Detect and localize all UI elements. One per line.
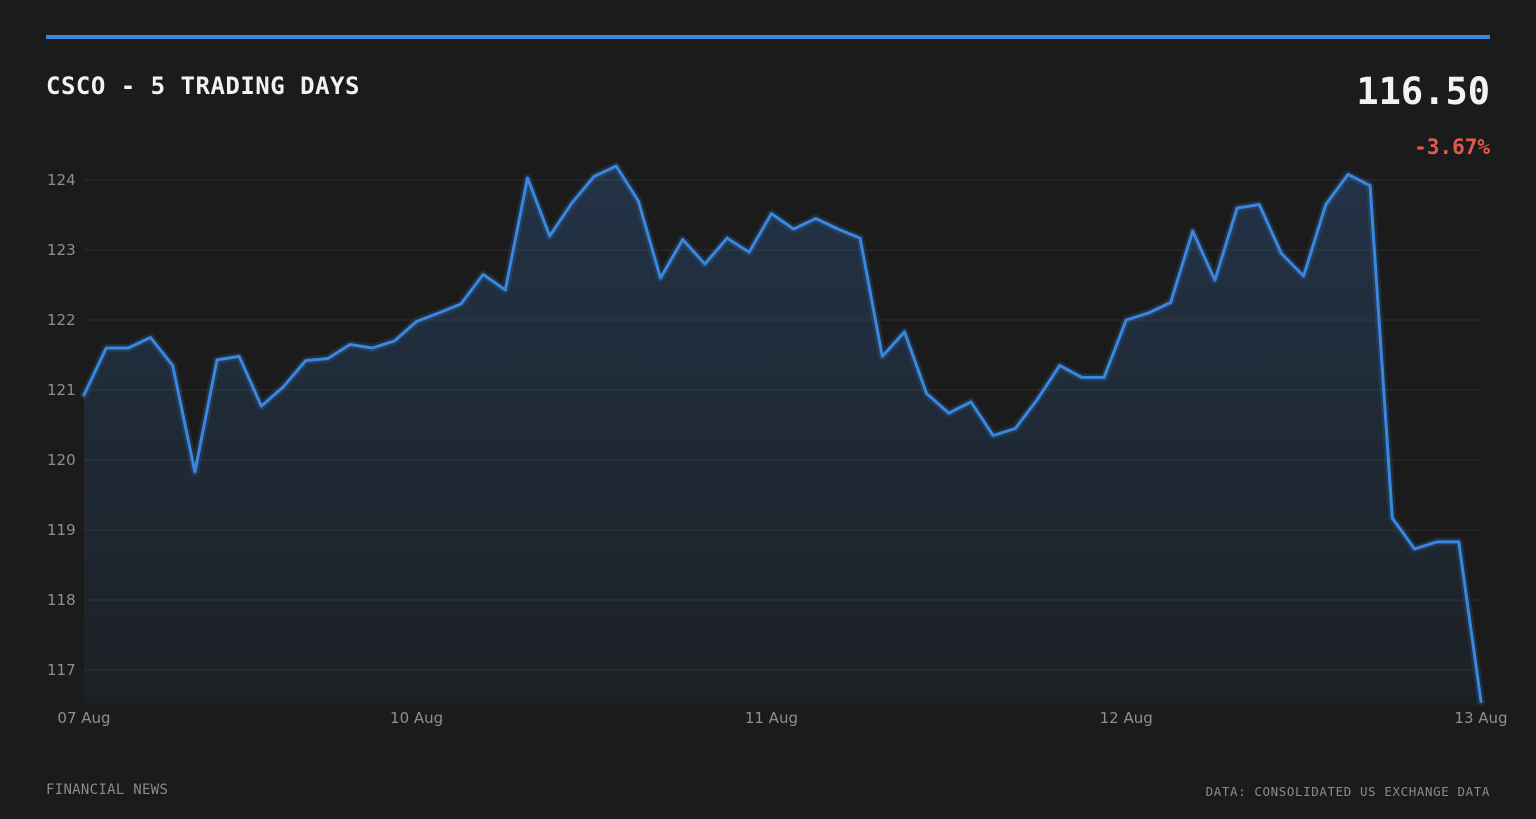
price-point	[925, 392, 927, 394]
price-point	[1147, 312, 1149, 314]
price-point	[216, 359, 218, 361]
price-point	[682, 238, 684, 240]
y-tick-label: 121	[47, 381, 76, 399]
y-tick-label: 118	[47, 591, 76, 609]
price-point	[349, 343, 351, 345]
price-point	[460, 303, 462, 305]
price-point	[438, 312, 440, 314]
x-tick-label: 12 Aug	[1100, 709, 1153, 727]
price-point	[748, 251, 750, 253]
price-point	[970, 401, 972, 403]
price-point	[1214, 279, 1216, 281]
price-point	[881, 355, 883, 357]
price-point	[83, 394, 85, 396]
x-tick-label: 10 Aug	[390, 709, 443, 727]
price-point	[105, 347, 107, 349]
x-tick-label: 07 Aug	[57, 709, 110, 727]
price-point	[526, 177, 528, 179]
price-point	[1325, 203, 1327, 205]
price-point	[637, 200, 639, 202]
price-point	[1302, 275, 1304, 277]
y-tick-label: 124	[47, 171, 76, 189]
price-point	[415, 320, 417, 322]
price-point	[1280, 252, 1282, 254]
price-point	[948, 412, 950, 414]
y-tick-label: 119	[47, 521, 76, 539]
price-point	[504, 289, 506, 291]
price-point	[1435, 541, 1437, 543]
price-point	[1458, 541, 1460, 543]
price-point	[548, 235, 550, 237]
price-point	[593, 175, 595, 177]
top-accent-rule	[46, 35, 1490, 39]
price-line	[82, 164, 1483, 703]
price-point	[1236, 207, 1238, 209]
price-point	[1014, 427, 1016, 429]
price-point	[371, 347, 373, 349]
price-point	[1058, 364, 1060, 366]
price-point	[837, 228, 839, 230]
y-axis-tick-labels: 117 118 119 120 121 122 123 124	[47, 171, 76, 679]
y-tick-label: 120	[47, 451, 76, 469]
price-point	[482, 273, 484, 275]
price-point	[1081, 376, 1083, 378]
price-point	[282, 385, 284, 387]
price-point	[1413, 548, 1415, 550]
data-attribution: DATA: CONSOLIDATED US EXCHANGE DATA	[1205, 784, 1490, 799]
price-point	[792, 228, 794, 230]
chart-title: CSCO - 5 TRADING DAYS	[46, 72, 360, 100]
price-point	[260, 405, 262, 407]
price-point	[393, 340, 395, 342]
price-point	[659, 277, 661, 279]
y-tick-label: 117	[47, 661, 76, 679]
y-tick-label: 123	[47, 241, 76, 259]
source-credit: FINANCIAL NEWS	[46, 782, 169, 798]
price-point	[127, 347, 129, 349]
price-point	[1391, 517, 1393, 519]
price-series	[80, 162, 1485, 706]
price-point	[726, 237, 728, 239]
price-point	[992, 434, 994, 436]
price-area-fill	[84, 166, 1481, 705]
price-point	[171, 364, 173, 366]
current-price: 116.50	[1356, 70, 1490, 113]
price-point	[149, 336, 151, 338]
price-point	[1125, 319, 1127, 321]
price-point	[1258, 203, 1260, 205]
price-point	[238, 355, 240, 357]
price-change-percent: -3.67%	[1414, 135, 1490, 159]
price-point	[1480, 700, 1482, 702]
price-point	[571, 202, 573, 204]
price-point	[903, 331, 905, 333]
price-point	[305, 359, 307, 361]
y-tick-label: 122	[47, 311, 76, 329]
price-point	[327, 357, 329, 359]
price-point	[770, 212, 772, 214]
x-tick-label: 11 Aug	[745, 709, 798, 727]
price-point	[1169, 301, 1171, 303]
price-point	[704, 263, 706, 265]
x-axis-tick-labels: 07 Aug 10 Aug 11 Aug 12 Aug 13 Aug	[57, 709, 1507, 727]
price-point	[859, 237, 861, 239]
price-point	[615, 165, 617, 167]
x-tick-label: 13 Aug	[1454, 709, 1507, 727]
price-point	[1192, 230, 1194, 232]
price-point	[194, 471, 196, 473]
price-point	[1036, 398, 1038, 400]
price-point	[1369, 184, 1371, 186]
price-point	[1103, 376, 1105, 378]
price-point	[1347, 173, 1349, 175]
price-point	[815, 217, 817, 219]
